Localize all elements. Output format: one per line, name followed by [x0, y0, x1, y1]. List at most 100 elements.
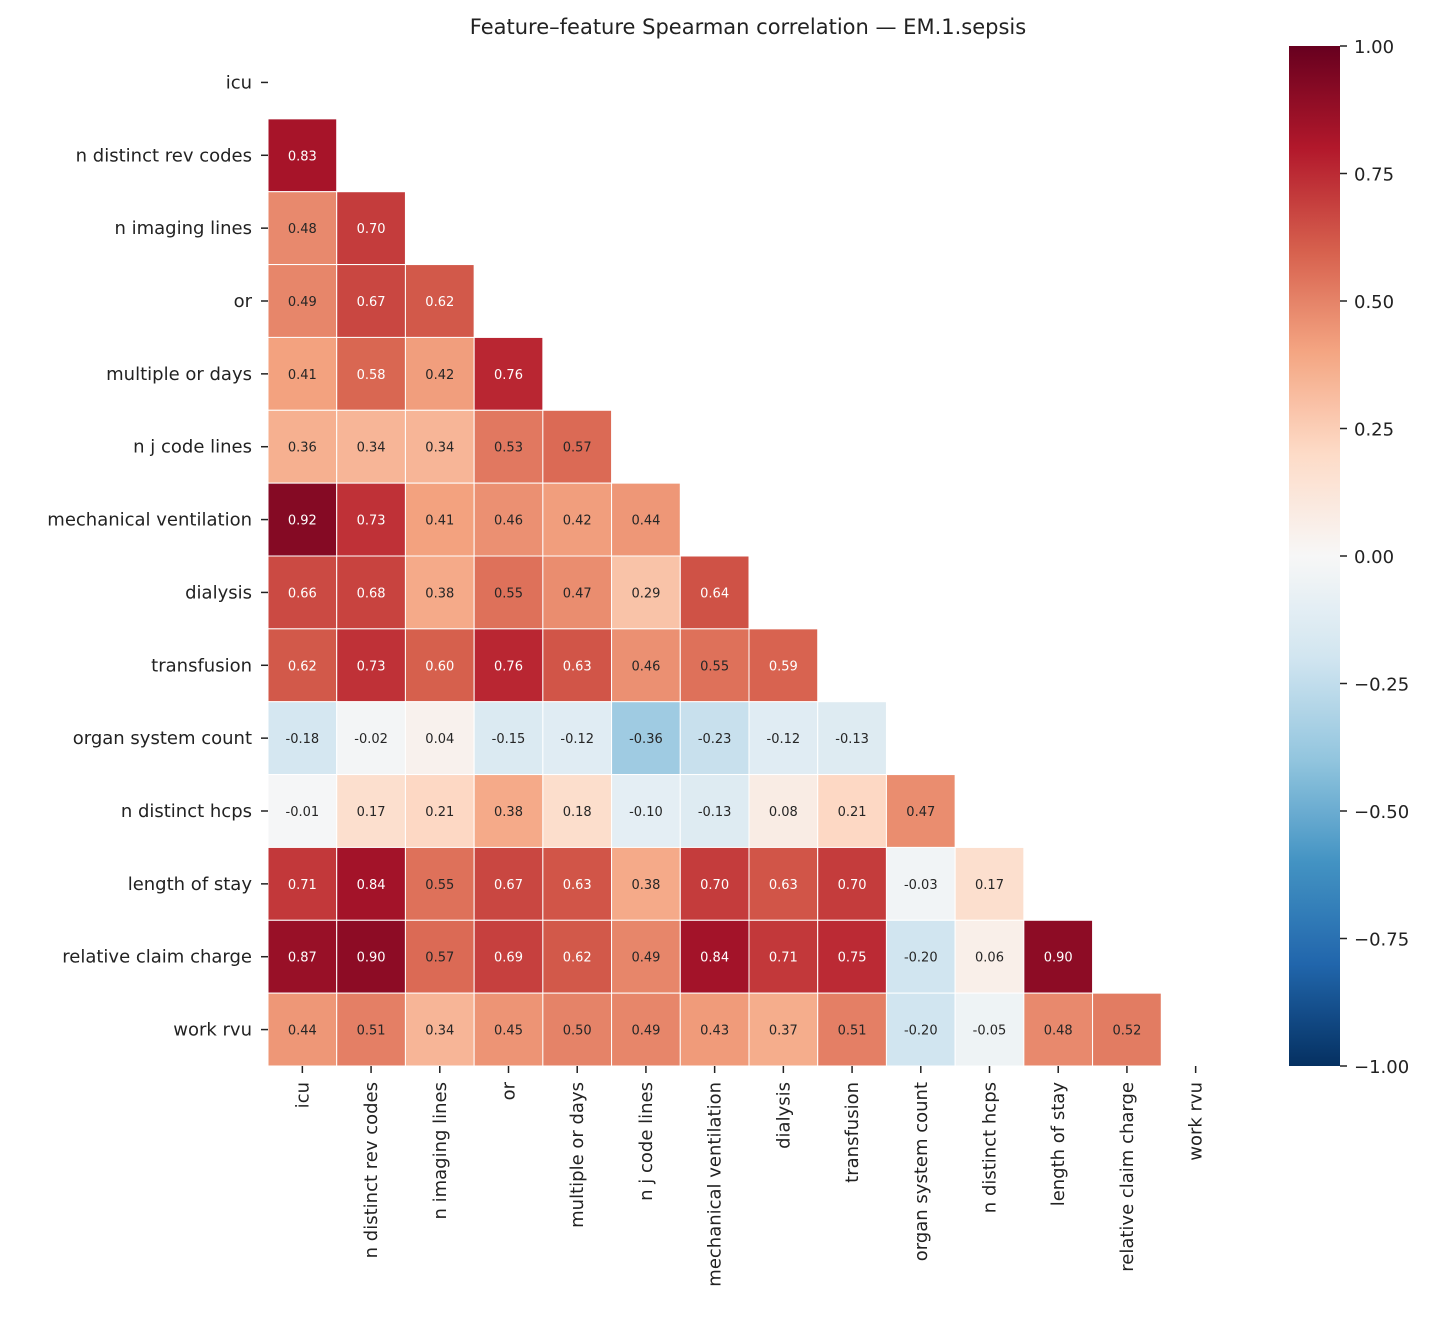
- cell-annotation: 0.36: [288, 441, 317, 456]
- heatmap-cell: [611, 919, 681, 994]
- heatmap-cell: [954, 992, 1025, 1067]
- cell-annotation: -0.05: [973, 1024, 1007, 1039]
- cell-annotation: 0.45: [494, 1024, 523, 1039]
- heatmap-cell: [267, 919, 338, 994]
- heatmap-cell: [748, 628, 819, 703]
- cell-annotation: 0.42: [563, 514, 592, 529]
- heatmap-cell: [817, 992, 887, 1067]
- heatmap-cell: [267, 555, 338, 630]
- heatmap-cell: [611, 482, 681, 557]
- heatmap-cell: [473, 846, 544, 921]
- heatmap-cell: [267, 992, 338, 1067]
- y-tick-label: n distinct rev codes: [76, 145, 252, 166]
- x-tick-label: dialysis: [773, 1082, 794, 1149]
- cell-annotation: -0.36: [629, 732, 663, 747]
- cell-annotation: -0.20: [904, 951, 938, 966]
- cell-annotation: 0.59: [769, 659, 798, 674]
- heatmap-cell: [336, 701, 406, 776]
- cell-annotation: 0.67: [357, 295, 386, 310]
- colorbar: [1289, 46, 1340, 1066]
- cell-annotation: 0.76: [494, 659, 523, 674]
- cell-annotation: -0.10: [629, 805, 663, 820]
- heatmap-cell: [748, 919, 819, 994]
- cell-annotation: 0.73: [357, 514, 386, 529]
- cell-annotation: -0.03: [904, 878, 938, 893]
- cell-annotation: 0.50: [563, 1024, 592, 1039]
- heatmap-cell: [267, 628, 338, 703]
- cell-annotation: 0.71: [288, 878, 317, 893]
- cell-annotation: 0.48: [288, 222, 317, 237]
- cell-annotation: 0.53: [494, 441, 523, 456]
- cell-annotation: 0.63: [563, 878, 592, 893]
- colorbar-tick-label: −0.75: [1354, 930, 1409, 951]
- cell-annotation: 0.34: [357, 441, 386, 456]
- x-tick-label: n imaging lines: [430, 1082, 451, 1220]
- cell-annotation: -0.18: [286, 732, 320, 747]
- y-tick-label: dialysis: [185, 582, 252, 603]
- cell-annotation: 0.44: [631, 514, 660, 529]
- cell-annotation: 0.47: [563, 586, 592, 601]
- heatmap-cell: [954, 919, 1025, 994]
- colorbar-tick-label: 0.75: [1354, 165, 1394, 186]
- cell-annotation: 0.92: [288, 514, 317, 529]
- cell-annotation: 0.90: [1044, 951, 1073, 966]
- y-tick-label: length of stay: [128, 874, 253, 895]
- cell-annotation: 0.52: [1112, 1024, 1141, 1039]
- cell-annotation: 0.76: [494, 368, 523, 383]
- cell-annotation: 0.48: [1044, 1024, 1073, 1039]
- x-tick-label: work rvu: [1186, 1082, 1207, 1161]
- cell-annotation: 0.63: [769, 878, 798, 893]
- x-tick-label: n j code lines: [636, 1082, 657, 1201]
- cell-annotation: 0.17: [975, 878, 1004, 893]
- heatmap-cell: [336, 482, 406, 557]
- heatmap-cell: [611, 701, 681, 776]
- heatmap-cell: [267, 701, 338, 776]
- cell-annotation: 0.04: [425, 732, 454, 747]
- cell-annotation: 0.51: [838, 1024, 867, 1039]
- cell-annotation: 0.38: [631, 878, 660, 893]
- x-tick-label: relative claim charge: [1117, 1082, 1138, 1272]
- heatmap-cell: [817, 919, 887, 994]
- heatmap-cell: [336, 555, 406, 630]
- heatmap-cell: [542, 774, 613, 848]
- heatmap-cell: [679, 555, 750, 630]
- y-tick-label: icu: [226, 72, 252, 93]
- x-tick-label: icu: [292, 1082, 313, 1108]
- heatmap-cell: [404, 701, 475, 776]
- heatmap-cell: [542, 992, 613, 1067]
- cell-annotation: 0.57: [425, 951, 454, 966]
- cell-annotation: 0.41: [425, 514, 454, 529]
- heatmap-cell: [1023, 919, 1094, 994]
- cell-annotation: 0.37: [769, 1024, 798, 1039]
- cell-annotation: 0.73: [357, 659, 386, 674]
- heatmap-cell: [267, 191, 338, 266]
- heatmap-cell: [679, 628, 750, 703]
- heatmap-cell: [1092, 992, 1162, 1067]
- cell-annotation: 0.71: [769, 951, 798, 966]
- colorbar-tick-label: 0.00: [1354, 547, 1394, 568]
- cell-annotation: 0.29: [631, 586, 660, 601]
- x-tick-label: length of stay: [1048, 1082, 1069, 1207]
- cell-annotation: 0.62: [563, 951, 592, 966]
- cell-annotation: 0.41: [288, 368, 317, 383]
- y-tick-label: organ system count: [73, 728, 252, 749]
- x-tick-label: n distinct rev codes: [361, 1082, 382, 1258]
- heatmap-cell: [817, 701, 887, 776]
- x-tick-label: or: [499, 1081, 520, 1100]
- heatmap-cell: [473, 336, 544, 411]
- cell-annotation: -0.20: [904, 1024, 938, 1039]
- x-tick-label: transfusion: [842, 1082, 863, 1183]
- y-tick-label: transfusion: [151, 655, 252, 676]
- cell-annotation: -0.15: [492, 732, 526, 747]
- cell-annotation: 0.46: [631, 659, 660, 674]
- cell-annotation: 0.69: [494, 951, 523, 966]
- heatmap-cell: [404, 264, 475, 338]
- cell-annotation: 0.70: [700, 878, 729, 893]
- heatmap-cell: [336, 409, 406, 484]
- heatmap-cell: [473, 409, 544, 484]
- cell-annotation: 0.55: [425, 878, 454, 893]
- y-tick-label: n imaging lines: [114, 218, 252, 239]
- cell-annotation: 0.57: [563, 441, 592, 456]
- cell-annotation: 0.55: [494, 586, 523, 601]
- cell-annotation: 0.70: [838, 878, 867, 893]
